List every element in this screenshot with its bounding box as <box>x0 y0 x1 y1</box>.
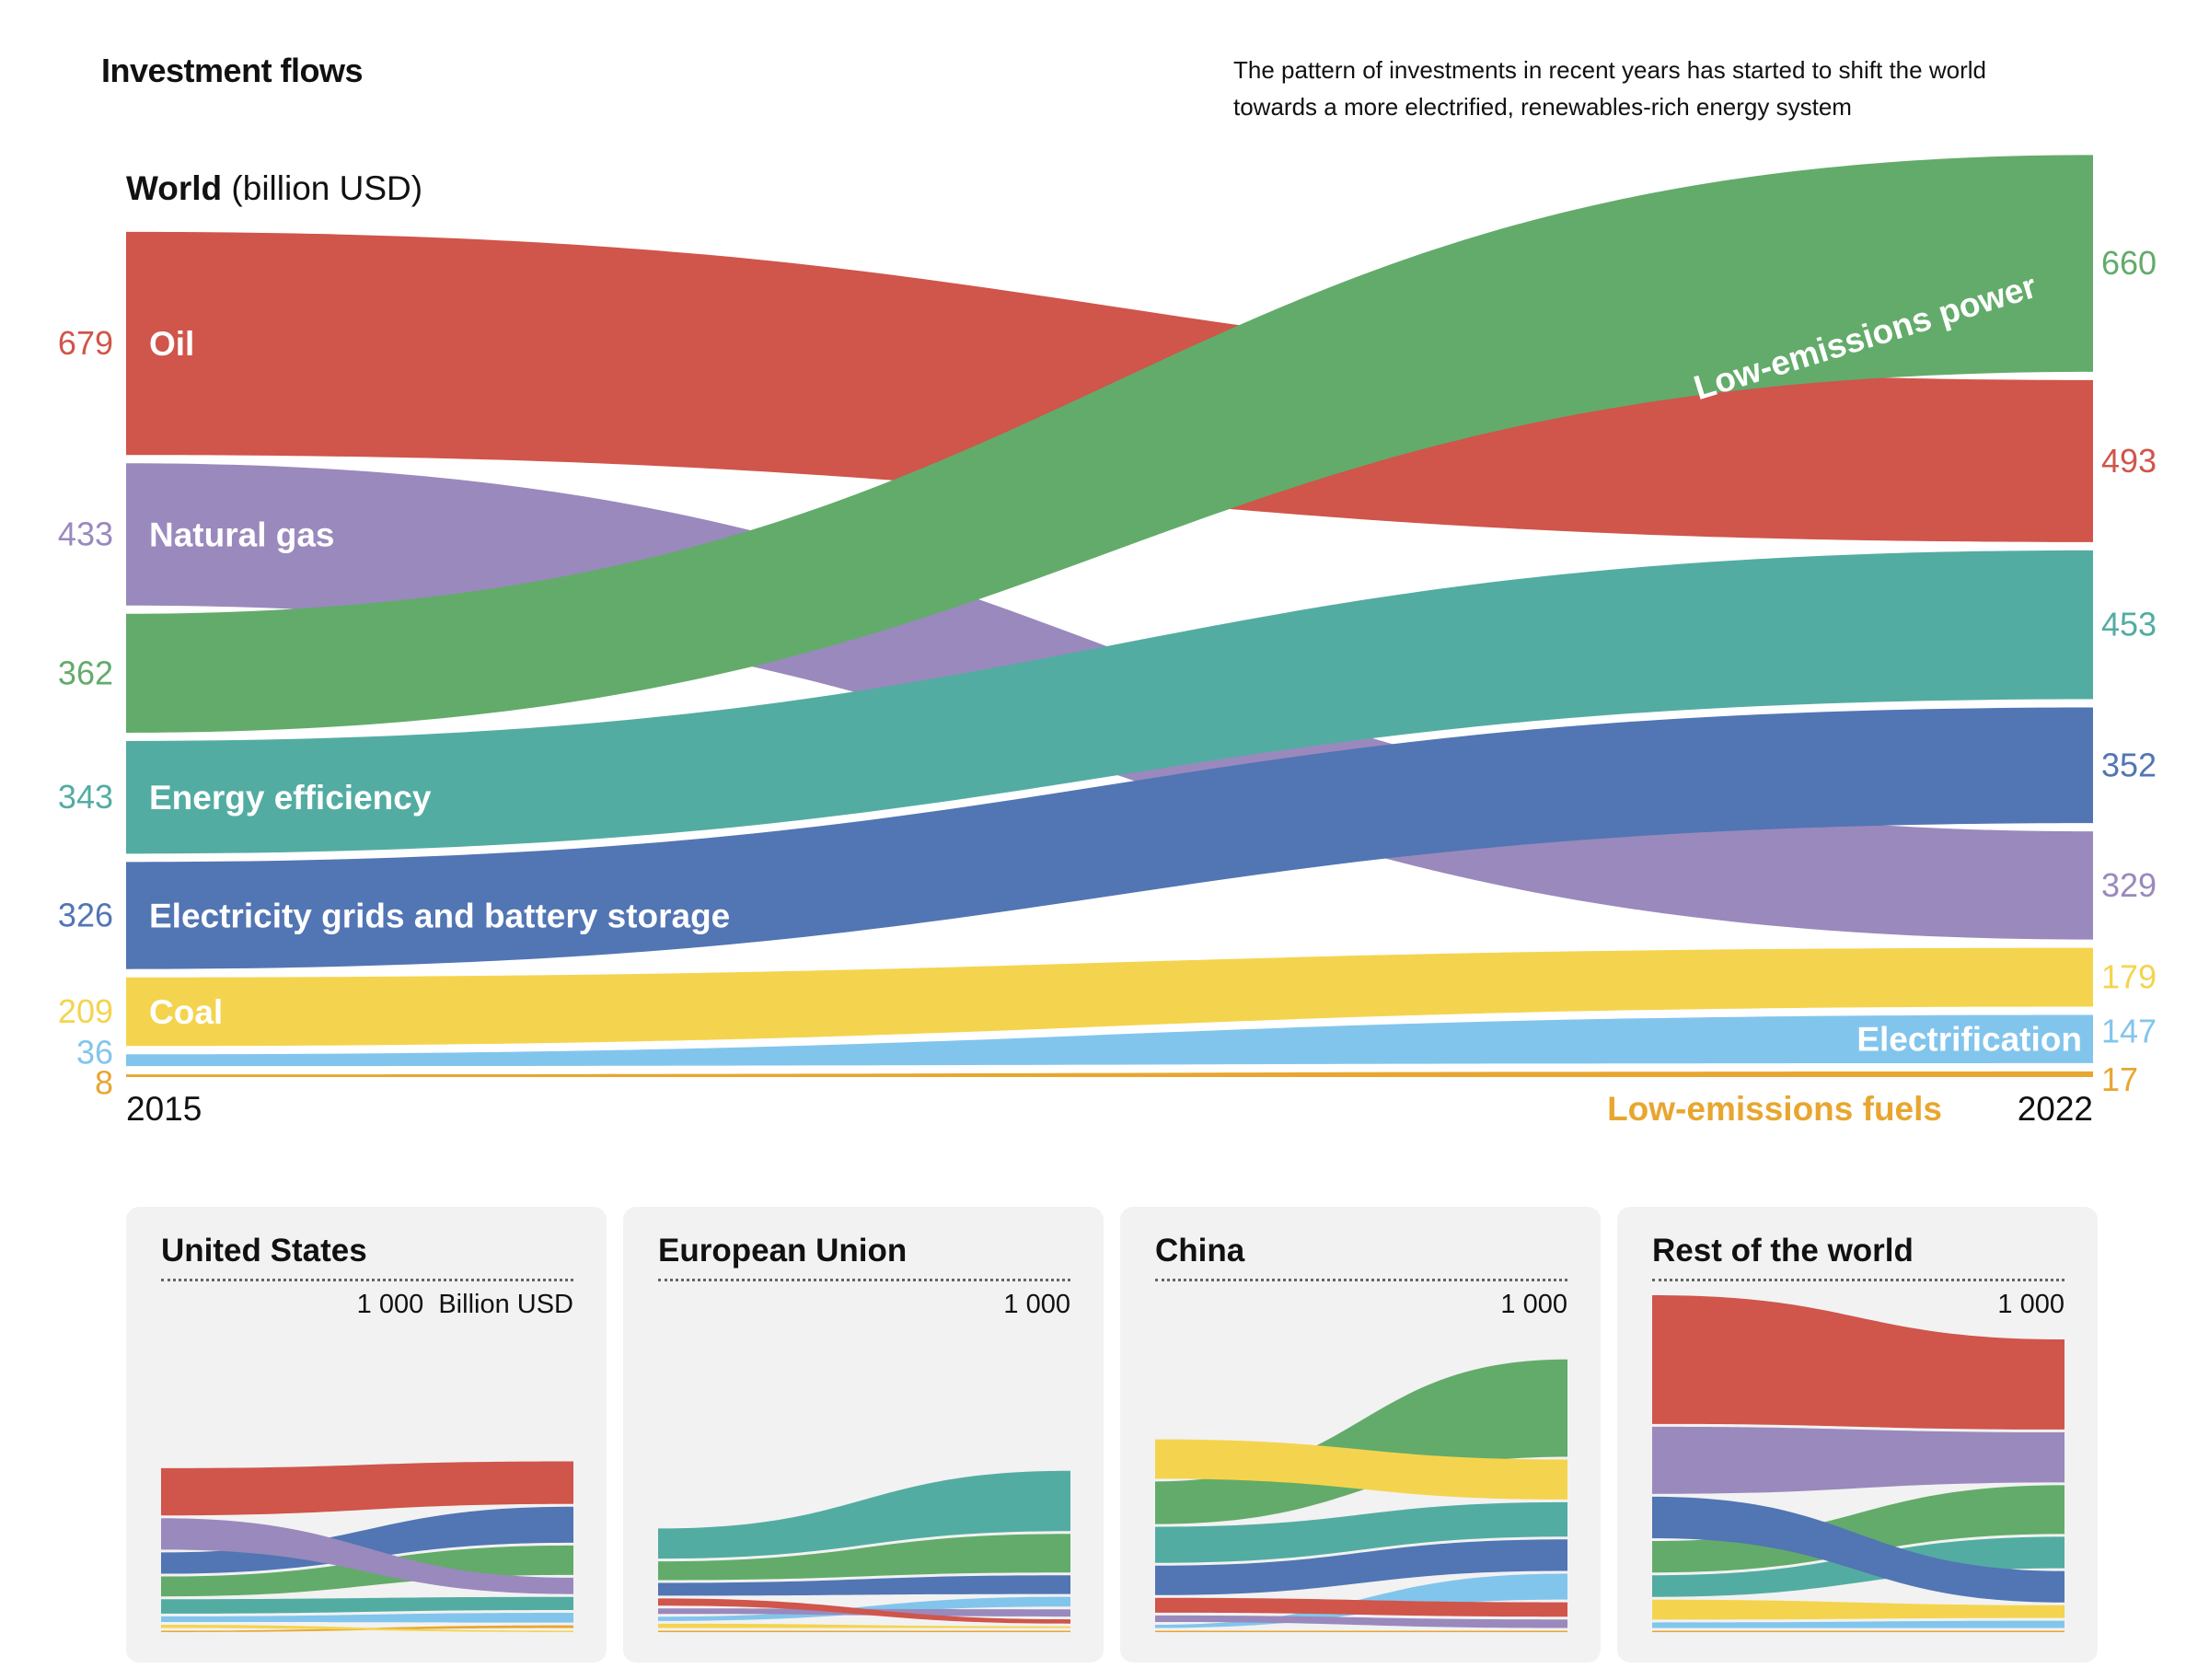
chart-title-unit: (billion USD) <box>222 169 423 207</box>
start-value-label: 326 <box>58 897 113 934</box>
ribbon-low-emissions-fuels <box>1652 1630 2064 1632</box>
panel-china: China 1 000 <box>1120 1207 1601 1663</box>
dotted-divider <box>1652 1279 2064 1281</box>
ribbon-low-emissions-fuels <box>1155 1630 1567 1632</box>
ribbon-electrification <box>1652 1620 2064 1628</box>
ribbon-electricity-grids-and-battery-storage <box>1155 1539 1567 1595</box>
ribbon-low-emissions-fuels <box>658 1630 1070 1632</box>
panel-chart <box>1652 1294 2064 1632</box>
x-tick-label-2022: 2022 <box>2018 1090 2093 1128</box>
ribbon-electricity-grids-and-battery-storage <box>126 707 2093 969</box>
ribbon-low-emissions-power <box>126 155 2093 733</box>
ribbon-electricity-grids-and-battery-storage <box>161 1506 573 1574</box>
ribbon-coal <box>126 947 2093 1047</box>
panel-chart <box>1155 1359 1567 1632</box>
panel-title: European Union <box>658 1233 908 1269</box>
page-title: Investment flows <box>101 52 364 89</box>
ribbon-energy-efficiency <box>1155 1501 1567 1563</box>
ribbon-oil <box>658 1598 1070 1624</box>
scale-tick-label: 1 000 Billion USD <box>356 1290 573 1319</box>
ribbon-natural-gas <box>1155 1615 1567 1628</box>
ribbon-oil <box>1155 1597 1567 1617</box>
dotted-divider <box>161 1279 573 1281</box>
dotted-divider <box>1155 1279 1567 1281</box>
ribbon-oil <box>1652 1294 2064 1430</box>
end-value-label: 352 <box>2101 746 2157 783</box>
world-ribbon-chart: 679 493 433 329 362 660 343 453 326 352 209 179 36 14… <box>58 155 2157 1128</box>
scale-tick-label: 1 000 <box>1500 1290 1567 1319</box>
series-label-coal: Coal <box>149 993 223 1031</box>
end-value-label: 17 <box>2101 1060 2138 1098</box>
ribbon-low-emissions-fuels <box>126 1071 2093 1077</box>
panel-title: Rest of the world <box>1652 1233 1914 1269</box>
ribbon-coal <box>658 1623 1070 1628</box>
dotted-divider <box>658 1279 1070 1281</box>
ribbon-electrification <box>126 1014 2093 1067</box>
start-value-label: 433 <box>58 515 113 552</box>
series-label-natural-gas: Natural gas <box>149 516 335 553</box>
x-tick-label-2015: 2015 <box>126 1090 202 1128</box>
ribbon-energy-efficiency <box>161 1596 573 1614</box>
start-value-label: 209 <box>58 992 113 1030</box>
end-value-label: 329 <box>2101 866 2157 904</box>
ribbon-oil <box>161 1461 573 1516</box>
start-value-label: 362 <box>58 654 113 691</box>
ribbon-low-emissions-power <box>1155 1359 1567 1524</box>
ribbon-low-emissions-power <box>658 1534 1070 1581</box>
end-value-label: 660 <box>2101 244 2157 282</box>
chart-description: The pattern of investments in recent yea… <box>1233 56 1986 121</box>
chart-title-bold: World <box>126 169 223 207</box>
ribbon-low-emissions-power <box>1652 1485 2064 1573</box>
ribbon-energy-efficiency <box>658 1470 1070 1559</box>
ribbon-natural-gas <box>1652 1426 2064 1494</box>
end-value-label: 179 <box>2101 958 2157 996</box>
ribbon-electricity-grids-and-battery-storage <box>1652 1496 2064 1603</box>
ribbon-coal <box>1652 1599 2064 1620</box>
ribbon-coal <box>161 1624 573 1632</box>
chart-title: World (billion USD) <box>126 169 422 208</box>
series-label-electrification: Electrification <box>1856 1021 2082 1059</box>
series-label-oil: Oil <box>149 325 194 363</box>
ribbon-electricity-grids-and-battery-storage <box>658 1575 1070 1596</box>
panel-title: China <box>1155 1233 1245 1269</box>
panel-united-states: United States 1 000 Billion USD <box>126 1207 607 1663</box>
series-label-energy-efficiency: Energy efficiency <box>149 779 432 817</box>
start-value-label: 8 <box>95 1064 113 1102</box>
panel-title: United States <box>161 1233 367 1269</box>
ribbon-energy-efficiency <box>126 550 2093 854</box>
ribbon-coal <box>1155 1439 1567 1500</box>
end-value-label: 453 <box>2101 606 2157 643</box>
panel-chart <box>161 1461 573 1632</box>
scale-tick-label: 1 000 <box>1003 1290 1070 1319</box>
series-label-low-emissions-fuels: Low-emissions fuels <box>1607 1090 1942 1128</box>
start-value-label: 343 <box>58 778 113 816</box>
series-label-electricity-grids-and-battery-storage: Electricity grids and battery storage <box>149 898 730 935</box>
ribbon-natural-gas <box>161 1518 573 1594</box>
start-value-label: 679 <box>58 324 113 362</box>
ribbon-electrification <box>161 1612 573 1623</box>
panel-chart <box>658 1470 1070 1632</box>
end-value-label: 493 <box>2101 442 2157 480</box>
panel-rest-of-the-world: Rest of the world 1 000 <box>1617 1207 2098 1663</box>
scale-tick-label: 1 000 <box>1997 1290 2064 1319</box>
end-value-label: 147 <box>2101 1013 2157 1050</box>
start-value-label: 36 <box>76 1034 113 1072</box>
panel-european-union: European Union 1 000 <box>623 1207 1104 1663</box>
